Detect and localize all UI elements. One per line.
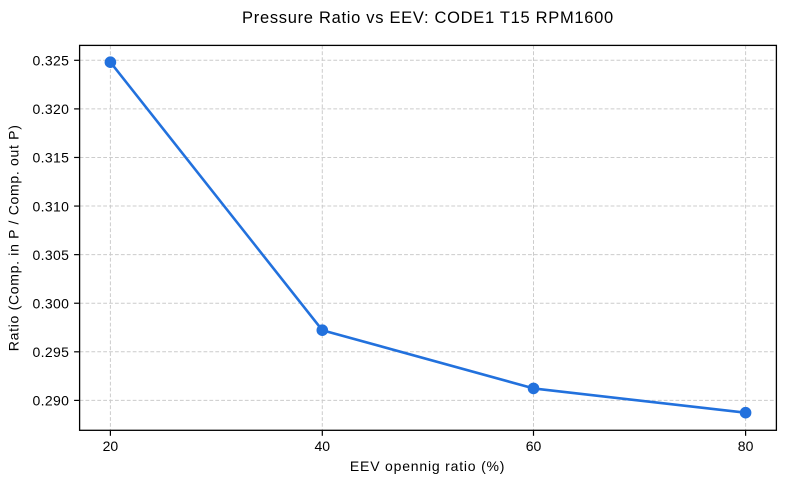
svg-text:0.310: 0.310 — [33, 198, 70, 214]
svg-text:0.295: 0.295 — [33, 344, 70, 360]
svg-text:0.315: 0.315 — [33, 150, 70, 166]
svg-text:80: 80 — [738, 438, 754, 454]
svg-text:Pressure Ratio vs EEV: CODE1 T: Pressure Ratio vs EEV: CODE1 T15 RPM1600 — [242, 9, 614, 27]
svg-text:0.300: 0.300 — [33, 295, 70, 311]
svg-text:0.320: 0.320 — [33, 101, 70, 117]
svg-text:0.305: 0.305 — [33, 247, 70, 263]
svg-text:60: 60 — [526, 438, 542, 454]
svg-text:40: 40 — [315, 438, 331, 454]
svg-text:20: 20 — [103, 438, 119, 454]
svg-text:0.290: 0.290 — [33, 393, 70, 409]
svg-text:0.325: 0.325 — [33, 53, 70, 69]
svg-text:Ratio (Comp. in P / Comp. out: Ratio (Comp. in P / Comp. out P) — [6, 124, 22, 351]
svg-text:EEV opennig ratio (%): EEV opennig ratio (%) — [350, 458, 505, 474]
